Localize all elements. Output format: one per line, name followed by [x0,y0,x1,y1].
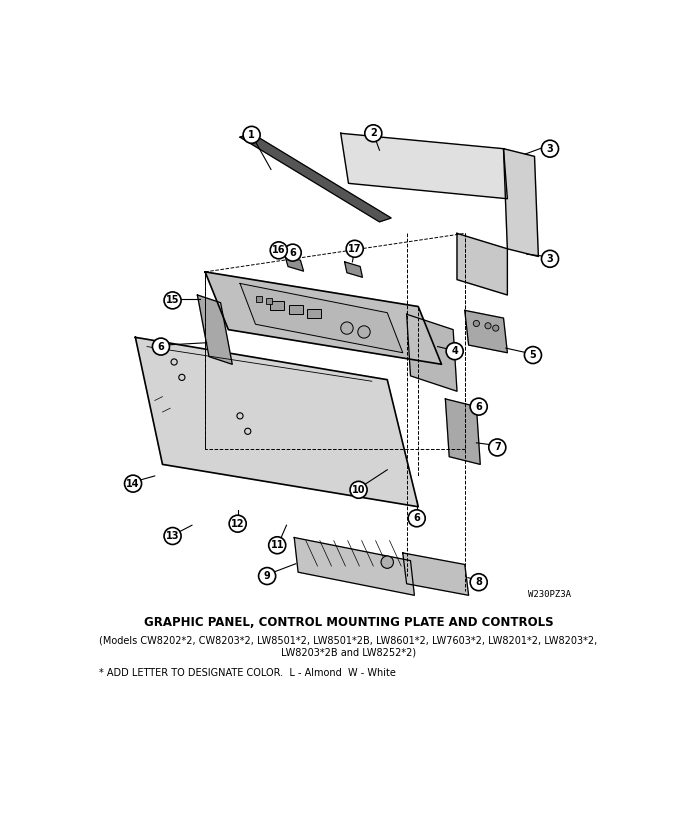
Polygon shape [503,149,539,256]
Text: 6: 6 [158,342,165,352]
Text: 5: 5 [530,350,537,360]
Text: 6: 6 [289,247,296,257]
Circle shape [243,127,260,143]
Bar [266,298,272,304]
Polygon shape [285,256,303,271]
Circle shape [270,242,287,259]
Text: 3: 3 [547,144,554,154]
Circle shape [485,323,491,329]
Circle shape [152,338,169,355]
Polygon shape [135,337,418,506]
Text: 17: 17 [348,244,362,254]
Circle shape [470,398,488,415]
Text: 7: 7 [494,442,500,452]
Text: 1: 1 [248,130,255,140]
Circle shape [284,244,301,261]
Polygon shape [445,399,480,464]
Circle shape [364,125,382,141]
Text: 6: 6 [475,402,482,412]
Text: W230PZ3A: W230PZ3A [528,590,571,599]
Text: (Models CW8202*2, CW8203*2, LW8501*2, LW8501*2B, LW8601*2, LW7603*2, LW8201*2, L: (Models CW8202*2, CW8203*2, LW8501*2, LW… [99,635,598,646]
Text: 11: 11 [271,540,284,550]
Circle shape [358,326,370,338]
Text: 3: 3 [547,254,554,264]
Text: 10: 10 [352,485,365,495]
Text: 13: 13 [166,531,180,541]
Circle shape [473,321,479,326]
Circle shape [408,510,425,527]
Circle shape [269,537,286,554]
Text: 6: 6 [413,513,420,524]
Polygon shape [464,311,507,353]
Circle shape [524,347,541,363]
Text: 14: 14 [126,478,140,488]
Bar [289,305,303,314]
Polygon shape [240,133,391,222]
Circle shape [341,322,353,335]
Text: * ADD LETTER TO DESIGNATE COLOR.  L - Almond  W - White: * ADD LETTER TO DESIGNATE COLOR. L - Alm… [99,668,396,678]
Text: GRAPHIC PANEL, CONTROL MOUNTING PLATE AND CONTROLS: GRAPHIC PANEL, CONTROL MOUNTING PLATE AN… [143,616,554,629]
Text: 16: 16 [272,245,286,256]
Polygon shape [240,284,403,353]
Bar [270,301,284,311]
Text: 12: 12 [231,519,244,529]
Polygon shape [345,262,362,277]
Bar [307,309,322,318]
Polygon shape [205,272,441,364]
Text: 8: 8 [475,577,482,587]
Text: LW8203*2B and LW8252*2): LW8203*2B and LW8252*2) [281,647,416,658]
Polygon shape [407,314,457,391]
Circle shape [541,251,558,267]
Polygon shape [457,233,507,295]
Circle shape [381,556,394,568]
Circle shape [489,439,506,456]
Circle shape [258,567,275,584]
Circle shape [164,528,181,544]
Text: 9: 9 [264,571,271,581]
Circle shape [164,292,181,309]
Circle shape [346,240,363,257]
Circle shape [492,325,499,331]
Polygon shape [197,295,233,364]
Text: 15: 15 [166,295,180,306]
Bar [256,296,262,302]
Polygon shape [403,553,469,595]
Circle shape [229,515,246,532]
Circle shape [470,574,488,591]
Circle shape [124,475,141,492]
Polygon shape [294,538,414,595]
Circle shape [350,482,367,498]
Text: 2: 2 [370,128,377,138]
Circle shape [541,141,558,157]
Text: 4: 4 [452,346,458,356]
Polygon shape [341,133,507,199]
Circle shape [446,343,463,360]
